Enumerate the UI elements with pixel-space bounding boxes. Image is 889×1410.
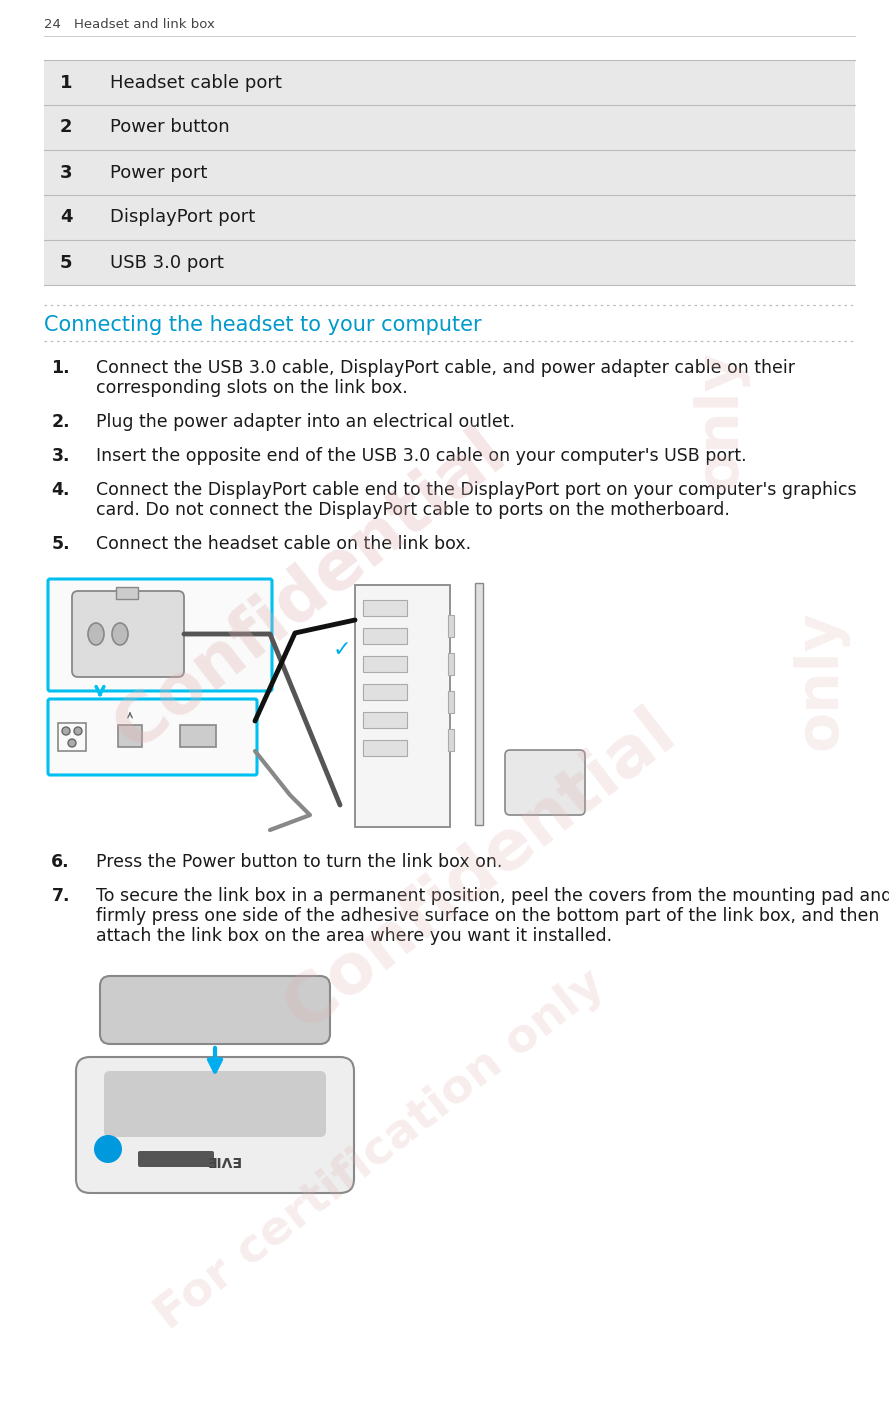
- FancyBboxPatch shape: [72, 591, 184, 677]
- Text: USB 3.0 port: USB 3.0 port: [110, 254, 224, 272]
- Bar: [44, 240, 855, 285]
- Text: firmly press one side of the adhesive surface on the bottom part of the link box: firmly press one side of the adhesive su…: [96, 907, 879, 925]
- FancyBboxPatch shape: [48, 580, 272, 691]
- Text: 7.: 7.: [52, 887, 70, 905]
- Text: To secure the link box in a permanent position, peel the covers from the mountin: To secure the link box in a permanent po…: [96, 887, 889, 905]
- Text: Confidential: Confidential: [271, 697, 688, 1043]
- Bar: [363, 684, 407, 699]
- Circle shape: [62, 728, 70, 735]
- Bar: [44, 572, 855, 835]
- Text: corresponding slots on the link box.: corresponding slots on the link box.: [96, 379, 408, 398]
- Circle shape: [74, 728, 82, 735]
- Circle shape: [68, 739, 76, 747]
- Text: 3: 3: [60, 164, 73, 182]
- Text: 3.: 3.: [52, 447, 70, 465]
- Text: Confidential: Confidential: [101, 417, 518, 763]
- FancyBboxPatch shape: [505, 750, 585, 815]
- FancyBboxPatch shape: [104, 1072, 326, 1136]
- Text: 6.: 6.: [52, 853, 70, 871]
- Text: only: only: [692, 350, 749, 489]
- Bar: [448, 615, 454, 637]
- Bar: [355, 585, 450, 828]
- Text: Plug the power adapter into an electrical outlet.: Plug the power adapter into an electrica…: [96, 413, 515, 431]
- Text: Headset cable port: Headset cable port: [110, 73, 282, 92]
- Text: 4.: 4.: [52, 481, 70, 499]
- Text: only: only: [791, 611, 848, 750]
- Bar: [44, 971, 855, 1201]
- Bar: [116, 587, 138, 599]
- Text: DisplayPort port: DisplayPort port: [110, 209, 255, 227]
- Text: Connect the headset cable on the link box.: Connect the headset cable on the link bo…: [96, 534, 471, 553]
- Bar: [44, 104, 855, 149]
- Text: 2.: 2.: [52, 413, 70, 431]
- Text: Insert the opposite end of the USB 3.0 cable on your computer's USB port.: Insert the opposite end of the USB 3.0 c…: [96, 447, 747, 465]
- Bar: [363, 656, 407, 673]
- Text: For certification only: For certification only: [147, 962, 613, 1340]
- Text: Press the Power button to turn the link box on.: Press the Power button to turn the link …: [96, 853, 502, 871]
- Bar: [363, 601, 407, 616]
- Ellipse shape: [112, 623, 128, 644]
- Text: 5.: 5.: [52, 534, 70, 553]
- Bar: [448, 691, 454, 713]
- Ellipse shape: [88, 623, 104, 644]
- Text: ✓: ✓: [333, 640, 352, 660]
- Text: Connect the DisplayPort cable end to the DisplayPort port on your computer's gra: Connect the DisplayPort cable end to the…: [96, 481, 857, 499]
- Text: Power port: Power port: [110, 164, 207, 182]
- Bar: [44, 195, 855, 240]
- FancyBboxPatch shape: [76, 1058, 354, 1193]
- Text: Connect the USB 3.0 cable, DisplayPort cable, and power adapter cable on their: Connect the USB 3.0 cable, DisplayPort c…: [96, 360, 795, 376]
- Bar: [448, 729, 454, 752]
- Bar: [363, 627, 407, 644]
- Bar: [118, 725, 142, 747]
- Bar: [180, 725, 216, 747]
- Bar: [58, 723, 86, 752]
- Text: ƎIΛ∃: ƎIΛ∃: [207, 1158, 243, 1170]
- FancyArrowPatch shape: [128, 713, 132, 718]
- Text: card. Do not connect the DisplayPort cable to ports on the motherboard.: card. Do not connect the DisplayPort cab…: [96, 501, 730, 519]
- Bar: [363, 740, 407, 756]
- Bar: [363, 712, 407, 728]
- FancyBboxPatch shape: [138, 1151, 214, 1167]
- Text: 2: 2: [60, 118, 73, 137]
- Text: 5: 5: [60, 254, 73, 272]
- Circle shape: [94, 1135, 122, 1163]
- FancyBboxPatch shape: [48, 699, 257, 776]
- Text: 24: 24: [44, 18, 60, 31]
- Text: 1.: 1.: [52, 360, 70, 376]
- Bar: [44, 61, 855, 104]
- Bar: [448, 653, 454, 675]
- FancyBboxPatch shape: [100, 976, 330, 1043]
- Text: 1: 1: [60, 73, 73, 92]
- Text: Power button: Power button: [110, 118, 229, 137]
- Text: attach the link box on the area where you want it installed.: attach the link box on the area where yo…: [96, 926, 613, 945]
- Text: 4: 4: [60, 209, 73, 227]
- Bar: [475, 582, 483, 825]
- Bar: [44, 149, 855, 195]
- Text: Headset and link box: Headset and link box: [74, 18, 215, 31]
- Text: Connecting the headset to your computer: Connecting the headset to your computer: [44, 314, 482, 336]
